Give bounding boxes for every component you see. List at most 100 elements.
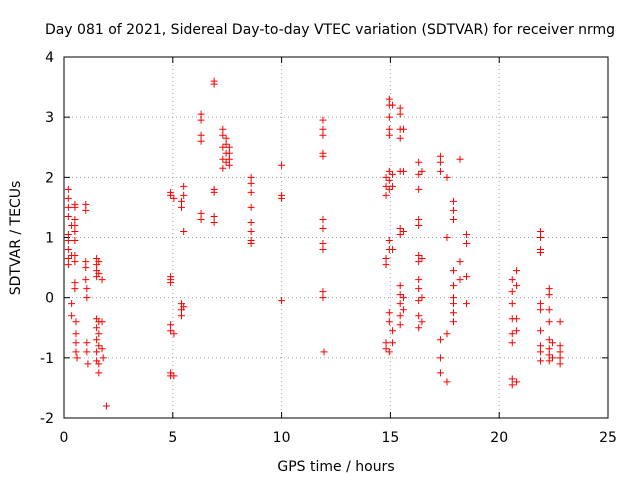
- y-tick-labels: -2 -1 0 1 2 3 4: [40, 50, 54, 427]
- data-point: [456, 276, 464, 284]
- data-point: [180, 191, 188, 199]
- data-point: [399, 125, 407, 133]
- data-point: [210, 80, 218, 88]
- data-point: [99, 354, 107, 362]
- data-point: [319, 116, 327, 124]
- data-point: [443, 330, 451, 338]
- data-point: [385, 131, 393, 139]
- data-point: [82, 258, 90, 266]
- data-point: [545, 291, 553, 299]
- data-point: [319, 224, 327, 232]
- data-point: [450, 267, 458, 275]
- data-point: [64, 261, 72, 269]
- data-point: [319, 215, 327, 223]
- data-point: [83, 285, 91, 293]
- data-point: [463, 273, 471, 281]
- data-point: [396, 312, 404, 320]
- data-point: [415, 312, 423, 320]
- data-point: [415, 285, 423, 293]
- data-point: [385, 318, 393, 326]
- data-point: [72, 330, 80, 338]
- data-point: [537, 342, 545, 350]
- data-point: [64, 230, 72, 238]
- data-point: [167, 321, 175, 329]
- y-axis-title: SDTVAR / TECUs: [8, 181, 24, 296]
- data-point: [95, 369, 103, 377]
- data-point: [443, 234, 451, 241]
- data-point: [382, 261, 390, 269]
- data-point: [385, 237, 393, 245]
- data-point: [197, 110, 205, 118]
- data-point: [180, 182, 188, 190]
- data-point: [71, 258, 79, 266]
- data-point: [415, 158, 423, 166]
- data-point: [450, 294, 458, 302]
- data-point: [418, 255, 426, 263]
- data-point: [549, 339, 557, 347]
- data-point: [399, 306, 407, 314]
- data-point: [436, 152, 444, 160]
- data-point: [82, 264, 90, 272]
- data-point: [415, 185, 423, 193]
- data-point: [98, 345, 106, 353]
- data-point: [537, 234, 545, 241]
- data-point: [450, 197, 458, 205]
- data-point: [93, 336, 101, 344]
- data-point: [549, 354, 557, 362]
- data-point: [167, 327, 175, 335]
- data-point: [71, 237, 79, 245]
- data-point: [320, 348, 328, 356]
- data-point: [64, 203, 72, 211]
- y-tick-label: 0: [45, 291, 54, 307]
- data-point: [319, 131, 327, 139]
- data-point: [319, 288, 327, 296]
- data-point: [219, 155, 227, 163]
- data-point: [95, 342, 103, 350]
- data-point: [64, 185, 72, 193]
- data-point: [385, 176, 393, 184]
- data-point: [247, 203, 255, 211]
- data-point: [396, 291, 404, 299]
- data-point: [219, 164, 227, 172]
- x-tick-label: 5: [168, 430, 177, 446]
- data-point: [415, 170, 423, 178]
- data-point: [396, 104, 404, 112]
- data-point: [95, 258, 103, 266]
- data-point: [436, 354, 444, 362]
- data-point: [71, 279, 79, 287]
- data-point: [73, 354, 81, 362]
- data-point: [95, 330, 103, 338]
- data-point: [71, 252, 79, 260]
- data-point: [399, 227, 407, 235]
- data-point: [537, 249, 545, 257]
- data-points: [64, 77, 564, 410]
- data-point: [197, 116, 205, 124]
- data-point: [418, 294, 426, 302]
- data-point: [418, 167, 426, 175]
- data-point: [210, 212, 218, 220]
- grid-lines: [64, 57, 608, 418]
- data-point: [389, 339, 397, 347]
- data-point: [508, 330, 516, 338]
- data-point: [443, 173, 451, 181]
- data-point: [382, 255, 390, 263]
- data-point: [545, 351, 553, 359]
- data-point: [463, 240, 471, 248]
- data-point: [508, 339, 516, 347]
- data-point: [385, 167, 393, 175]
- data-point: [247, 188, 255, 196]
- data-point: [278, 297, 286, 305]
- data-point: [82, 276, 90, 284]
- data-point: [436, 369, 444, 377]
- data-point: [385, 95, 393, 103]
- data-point: [389, 327, 397, 335]
- data-point: [545, 345, 553, 353]
- data-point: [545, 306, 553, 314]
- data-point: [93, 324, 101, 332]
- data-point: [385, 309, 393, 317]
- data-point: [389, 182, 397, 190]
- data-point: [456, 155, 464, 163]
- data-point: [219, 125, 227, 133]
- data-point: [84, 360, 92, 368]
- axis-ticks: [63, 56, 609, 419]
